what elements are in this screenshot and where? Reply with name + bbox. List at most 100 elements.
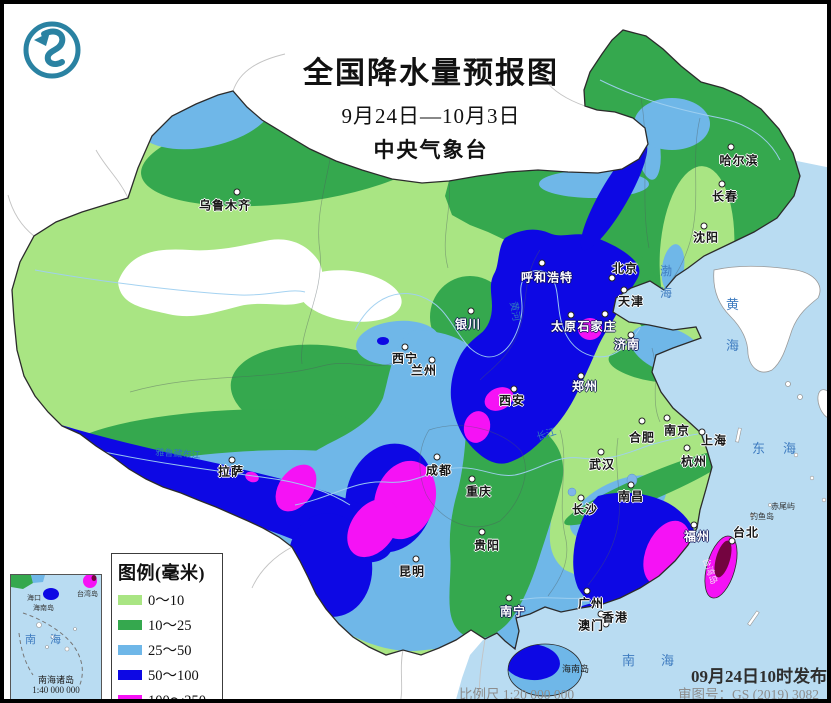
legend-item: 100～250 xyxy=(118,689,216,703)
south-china-sea-inset: 南海 南海诸岛 1:40 000 000 海口 海南岛 台湾岛 xyxy=(10,574,102,699)
city-label: 西宁 xyxy=(391,351,419,366)
city-label: 香港 xyxy=(601,610,629,625)
inset-tiny-label: 海南岛 xyxy=(33,605,54,612)
city-marker xyxy=(468,475,476,483)
city-label: 南昌 xyxy=(617,489,645,504)
city-label: 乌鲁木齐 xyxy=(198,198,252,213)
inset-name-label: 南海诸岛 xyxy=(37,675,74,685)
city-marker xyxy=(601,310,609,318)
sea-name-label: 东 xyxy=(752,441,766,456)
legend-range-label: 25～50 xyxy=(148,643,192,659)
city-marker xyxy=(597,610,605,618)
inset-sea-label: 南海 xyxy=(25,634,75,646)
city-label: 太原 xyxy=(550,319,578,334)
city-label: 台北 xyxy=(732,525,760,540)
legend-title: 图例(毫米) xyxy=(118,563,205,583)
city-marker xyxy=(233,188,241,196)
map-approval-number: 审图号：GS (2019) 3082号 xyxy=(678,687,819,702)
city-label: 银川 xyxy=(454,317,482,332)
legend-swatch xyxy=(118,619,142,630)
geo-label: 钓鱼岛 xyxy=(750,512,774,521)
city-label: 澳门 xyxy=(577,618,605,633)
legend-item: 0～10 xyxy=(118,589,216,610)
city-marker xyxy=(608,274,616,282)
inset-map xyxy=(11,575,97,688)
city-label: 合肥 xyxy=(628,430,656,445)
geo-label: 黄河 xyxy=(507,300,522,323)
city-marker xyxy=(577,372,585,380)
city-label: 贵阳 xyxy=(473,538,501,553)
page-title: 全国降水量预报图 xyxy=(303,57,559,90)
forecast-date-range: 9月24日—10月3日 xyxy=(341,104,521,128)
city-label: 昆明 xyxy=(398,564,426,579)
city-label: 重庆 xyxy=(465,484,493,499)
city-marker xyxy=(638,417,646,425)
foreign-borders xyxy=(7,53,586,699)
city-label: 南京 xyxy=(663,423,691,438)
city-marker xyxy=(478,528,486,536)
map-scale: 比例尺 1:20 000 000 xyxy=(459,687,575,702)
city-label: 长沙 xyxy=(571,502,599,517)
city-label: 石家庄 xyxy=(577,319,617,334)
city-marker xyxy=(228,456,236,464)
city-marker xyxy=(538,259,546,267)
sea-name-label: 海 xyxy=(726,338,740,353)
map-header: 全国降水量预报图 9月24日—10月3日 中央气象台 xyxy=(231,4,631,164)
city-marker xyxy=(433,453,441,461)
city-label: 武汉 xyxy=(588,457,616,472)
legend-item: 50～100 xyxy=(118,664,216,685)
city-label: 呼和浩特 xyxy=(520,270,574,285)
small-islands xyxy=(735,427,827,627)
city-marker xyxy=(583,587,591,595)
geo-label: 海南岛 xyxy=(562,664,590,674)
city-marker xyxy=(505,594,513,602)
city-label: 兰州 xyxy=(410,363,438,378)
sea-name-label: 黄 xyxy=(726,297,740,312)
city-marker xyxy=(683,444,691,452)
city-label: 上海 xyxy=(700,433,728,448)
agency-name: 中央气象台 xyxy=(373,139,489,162)
legend-item: 10～25 xyxy=(118,614,216,635)
city-marker xyxy=(597,448,605,456)
legend-range-label: 0～10 xyxy=(148,593,185,609)
city-marker xyxy=(698,428,706,436)
city-label: 北京 xyxy=(611,261,639,276)
city-marker xyxy=(412,555,420,563)
city-label: 广州 xyxy=(577,596,605,611)
geo-label: 赤尾屿 xyxy=(771,502,795,511)
city-label: 济南 xyxy=(613,337,641,352)
city-marker xyxy=(690,521,698,529)
city-marker xyxy=(627,331,635,339)
sea-name-label: 海 xyxy=(660,286,673,300)
city-label: 长春 xyxy=(711,189,739,204)
city-marker xyxy=(567,311,575,319)
city-marker xyxy=(577,494,585,502)
inset-tiny-label: 海口 xyxy=(27,595,41,602)
sea-name-label: 海 xyxy=(783,441,797,456)
city-label: 哈尔滨 xyxy=(719,153,759,168)
korea-peninsula xyxy=(713,265,827,419)
legend-swatch xyxy=(118,669,142,680)
legend-swatch xyxy=(118,694,142,699)
city-label: 西安 xyxy=(498,393,526,408)
sea-name-label: 渤 xyxy=(660,264,673,278)
city-marker xyxy=(728,537,736,545)
city-marker xyxy=(602,620,610,628)
city-label: 拉萨 xyxy=(217,464,245,479)
city-label: 南宁 xyxy=(499,604,527,619)
inset-scale-label: 1:40 000 000 xyxy=(32,685,80,695)
city-marker xyxy=(467,307,475,315)
city-marker xyxy=(428,356,436,364)
legend-box: 图例(毫米) 0～1010～2525～5050～100100～250250～40… xyxy=(111,553,223,703)
legend-range-label: 50～100 xyxy=(148,668,199,684)
legend-range-label: 100～250 xyxy=(148,693,206,703)
city-marker xyxy=(510,385,518,393)
cma-dragon-logo xyxy=(23,21,81,79)
city-label: 天津 xyxy=(617,294,645,309)
city-label: 杭州 xyxy=(680,454,708,469)
rivers xyxy=(34,79,781,601)
city-marker xyxy=(620,286,628,294)
